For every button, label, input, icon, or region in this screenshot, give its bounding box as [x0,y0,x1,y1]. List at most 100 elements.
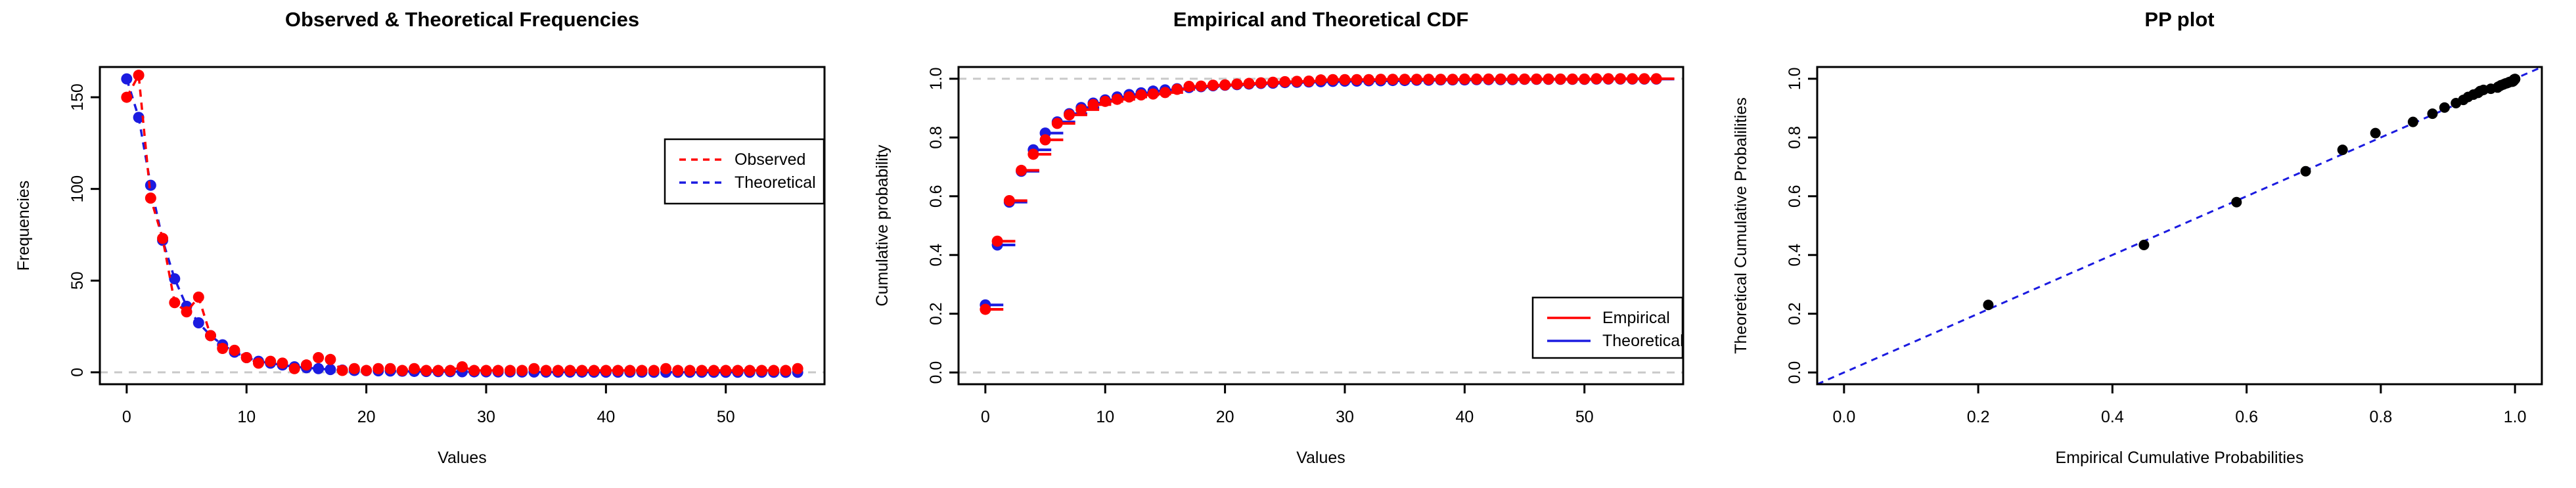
x-tick-label: 50 [1575,408,1594,426]
data-point-observed [300,359,312,371]
plot-data [121,70,803,378]
data-point-empirical [980,303,991,315]
cdf-plot-panel: 0 10 20 30 40 50 0.0 0.2 0.4 0.6 0.8 1.0 Empirical a… [859,0,1717,488]
data-point-observed [348,363,360,374]
frequency-plot: 0 10 20 30 40 50 0 50 100 150 Observed & Theoretic… [14,8,826,467]
x-tick-label: 1.0 [2504,408,2527,426]
y-tick-label: 0.8 [927,126,945,149]
data-point-empirical [1171,83,1183,95]
y-tick-label: 0.2 [927,302,945,325]
data-point-observed [720,365,732,376]
data-point-theoretical [121,73,133,85]
pp-plot: 0.0 0.2 0.4 0.6 0.8 1.0 0.0 0.2 0.4 0.6 0.8 1.0 PP p… [1732,8,2543,467]
legend-box [664,138,825,205]
data-point-empirical [1339,74,1351,85]
data-point-empirical [1243,78,1255,89]
data-point-observed [696,365,708,376]
data-point-empirical [1183,81,1195,93]
plot-title: Observed & Theoretical Frequencies [285,8,639,31]
x-tick-label: 30 [477,408,495,426]
y-tick-label: 0.4 [1786,244,1804,267]
data-point-empirical [1231,78,1243,90]
x-tick-label: 0.2 [1967,408,1990,426]
data-point-theoretical [145,179,156,191]
data-point-theoretical [313,363,325,374]
legend-label: Empirical [1602,309,1670,327]
data-point-empirical [1267,76,1279,88]
x-tick-label: 0.0 [1832,408,1855,426]
data-point-empirical [1579,73,1591,85]
data-point-empirical [1519,73,1531,85]
x-axis-title: Values [1296,449,1345,467]
data-point-empirical [1638,73,1650,85]
plot-box [957,66,1684,386]
data-point-empirical [1447,74,1458,85]
x-axis-title: Values [438,449,487,467]
data-point-observed [684,365,696,376]
y-tick-label: 1.0 [927,68,945,91]
series-line [125,78,798,374]
y-tick-label: 1.0 [1786,68,1804,91]
y-tick-label: 150 [68,83,87,111]
data-point-observed [564,365,576,376]
pp-plot-panel: 0.0 0.2 0.4 0.6 0.8 1.0 0.0 0.2 0.4 0.6 0.8 1.0 PP p… [1717,0,2576,488]
plot-data [1817,66,2542,386]
y-tick-label: 0.2 [1786,302,1804,325]
data-point-observed [600,365,612,376]
data-point-observed [516,365,528,376]
data-point-theoretical [169,273,181,284]
data-point-observed [145,192,156,204]
data-point-observed [229,344,240,356]
data-point-empirical [1483,73,1495,85]
plot-box [1816,66,2543,386]
data-point-observed [205,330,217,342]
data-point-observed [373,363,384,374]
plot-box [99,66,826,386]
x-axis: 0 10 20 30 40 50 [981,384,1594,426]
pp-point [2370,127,2381,139]
x-tick-label: 10 [1096,408,1114,426]
data-point-empirical [1602,73,1614,85]
data-point-observed [756,365,767,376]
data-point-observed [361,365,373,376]
data-point-observed [708,365,719,376]
pp-point [2427,108,2438,120]
data-point-empirical [1614,73,1626,85]
x-tick-label: 0 [981,408,990,426]
data-point-observed [336,365,348,376]
x-tick-label: 20 [1216,408,1234,426]
data-point-observed [133,70,145,81]
data-point-observed [576,365,588,376]
legend-label: Theoretical [734,173,816,192]
data-point-empirical [1207,79,1219,91]
pp-point [2439,102,2450,113]
data-point-observed [384,363,396,374]
data-point-empirical [1219,79,1231,91]
data-point-observed [636,365,648,376]
data-point-empirical [1591,73,1602,85]
pp-point [2337,144,2348,156]
data-point-observed [612,365,624,376]
y-axis-title: Frequencies [14,181,33,271]
y-axis: 0.0 0.2 0.4 0.6 0.8 1.0 [1786,68,1817,384]
data-point-empirical [1075,104,1087,116]
x-tick-label: 0.6 [2235,408,2258,426]
data-point-empirical [1255,77,1267,89]
data-point-observed [121,91,133,103]
y-tick-label: 0.0 [1786,361,1804,384]
data-point-observed [540,365,552,376]
data-point-observed [588,365,600,376]
x-axis: 0 10 20 30 40 50 [122,384,735,426]
data-point-empirical [1458,73,1470,85]
data-point-empirical [1111,93,1123,105]
legend-box [1531,296,1684,359]
x-tick-label: 0 [122,408,131,426]
y-tick-label: 100 [68,175,87,203]
plot-data [980,73,1675,315]
data-point-empirical [1003,194,1015,206]
data-point-empirical [1123,91,1135,103]
series-theoretical [121,73,803,378]
x-axis: 0.0 0.2 0.4 0.6 0.8 1.0 [1832,384,2527,426]
y-tick-label: 0.8 [1786,126,1804,149]
data-point-observed [420,365,432,376]
